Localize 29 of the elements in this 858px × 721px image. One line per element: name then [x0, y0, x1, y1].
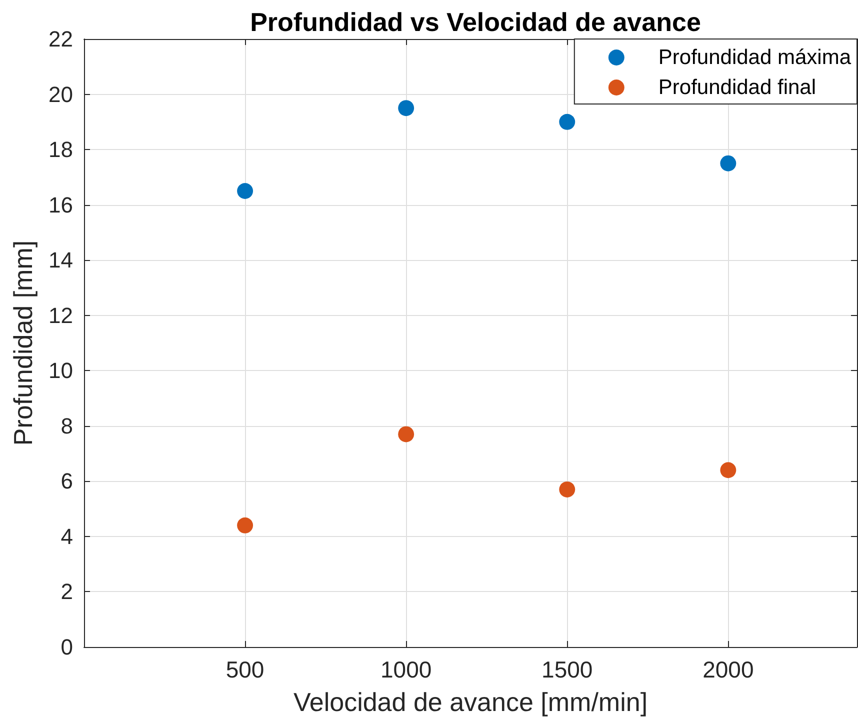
- point: [237, 517, 254, 534]
- y-tick-label: 6: [60, 468, 73, 494]
- x-tick-label: 1500: [542, 656, 593, 682]
- y-tick-label: 12: [48, 302, 73, 328]
- y-tick-label: 22: [48, 26, 73, 52]
- x-axis-title: Velocidad de avance [mm/min]: [293, 687, 648, 717]
- y-tick-label: 14: [48, 248, 73, 273]
- chart-title: Profundidad vs Velocidad de avance: [250, 7, 701, 37]
- point: [720, 155, 736, 172]
- y-tick-label: 10: [48, 358, 73, 384]
- point: [559, 481, 576, 498]
- legend-label: Profundidad máxima: [658, 46, 852, 69]
- x-tick-label: 500: [226, 656, 264, 682]
- legend-label: Profundidad final: [658, 76, 816, 99]
- y-tick-label: 8: [60, 413, 73, 438]
- point: [398, 426, 414, 442]
- y-tick-label: 0: [60, 634, 73, 660]
- y-tick-label: 18: [48, 137, 73, 162]
- x-tick-label: 2000: [702, 656, 754, 682]
- y-tick-label: 4: [60, 524, 73, 549]
- y-tick-label: 2: [60, 579, 73, 604]
- point: [237, 183, 254, 199]
- y-tick-label: 16: [48, 192, 73, 218]
- x-tick-label: 1000: [380, 656, 432, 682]
- point: [720, 462, 736, 478]
- point: [559, 114, 576, 130]
- y-tick-label: 20: [48, 82, 73, 107]
- y-axis-title: Profundidad [mm]: [8, 240, 38, 446]
- point: [398, 100, 414, 116]
